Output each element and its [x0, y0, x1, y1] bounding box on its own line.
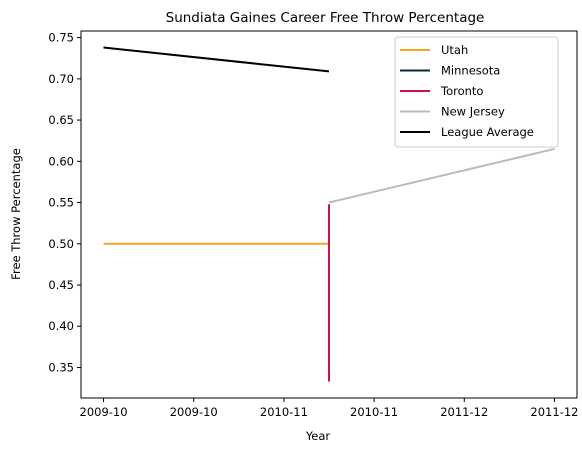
- y-axis-label: Free Throw Percentage: [9, 148, 23, 280]
- legend-entry: Toronto: [440, 84, 483, 98]
- series-layer: [103, 46, 555, 382]
- y-tick-label: 0.65: [48, 113, 74, 127]
- x-tick-label: 2011-12: [440, 405, 488, 419]
- series-line-new-jersey: [328, 147, 555, 204]
- x-tick-label: 2010-11: [260, 405, 308, 419]
- legend: Utah Minnesota Toronto New Jersey League Ave…: [394, 36, 559, 148]
- y-axis: 0.35 0.40 0.45 0.50 0.55 0.60 0.65 0.70 0.75: [48, 31, 81, 374]
- legend-entry: Utah: [441, 43, 468, 57]
- chart-title: Sundiata Gaines Career Free Throw Percen…: [166, 10, 485, 26]
- y-tick-label: 0.40: [48, 319, 74, 333]
- x-tick-label: 2010-11: [350, 405, 398, 419]
- y-tick-label: 0.55: [48, 196, 74, 210]
- y-tick-label: 0.50: [48, 237, 74, 251]
- y-tick-label: 0.75: [48, 31, 74, 45]
- x-tick-label: 2011-12: [530, 405, 578, 419]
- legend-entry: Minnesota: [441, 64, 500, 78]
- x-axis: 2009-10 2009-10 2010-11 2010-11 2011-12 2011-…: [80, 398, 578, 419]
- y-tick-label: 0.70: [48, 72, 74, 86]
- legend-entry: New Jersey: [441, 105, 505, 119]
- legend-entry: League Average: [441, 125, 534, 139]
- x-axis-label: Year: [305, 429, 331, 443]
- y-tick-label: 0.60: [48, 154, 74, 168]
- x-tick-label: 2009-10: [170, 405, 218, 419]
- series-line-league-average: [103, 46, 330, 73]
- plot-area: [103, 46, 555, 382]
- x-tick-label: 2009-10: [80, 405, 128, 419]
- legend-frame: [394, 36, 559, 148]
- y-tick-label: 0.35: [48, 360, 74, 374]
- y-tick-label: 0.45: [48, 278, 74, 292]
- plot-frame: [80, 30, 578, 399]
